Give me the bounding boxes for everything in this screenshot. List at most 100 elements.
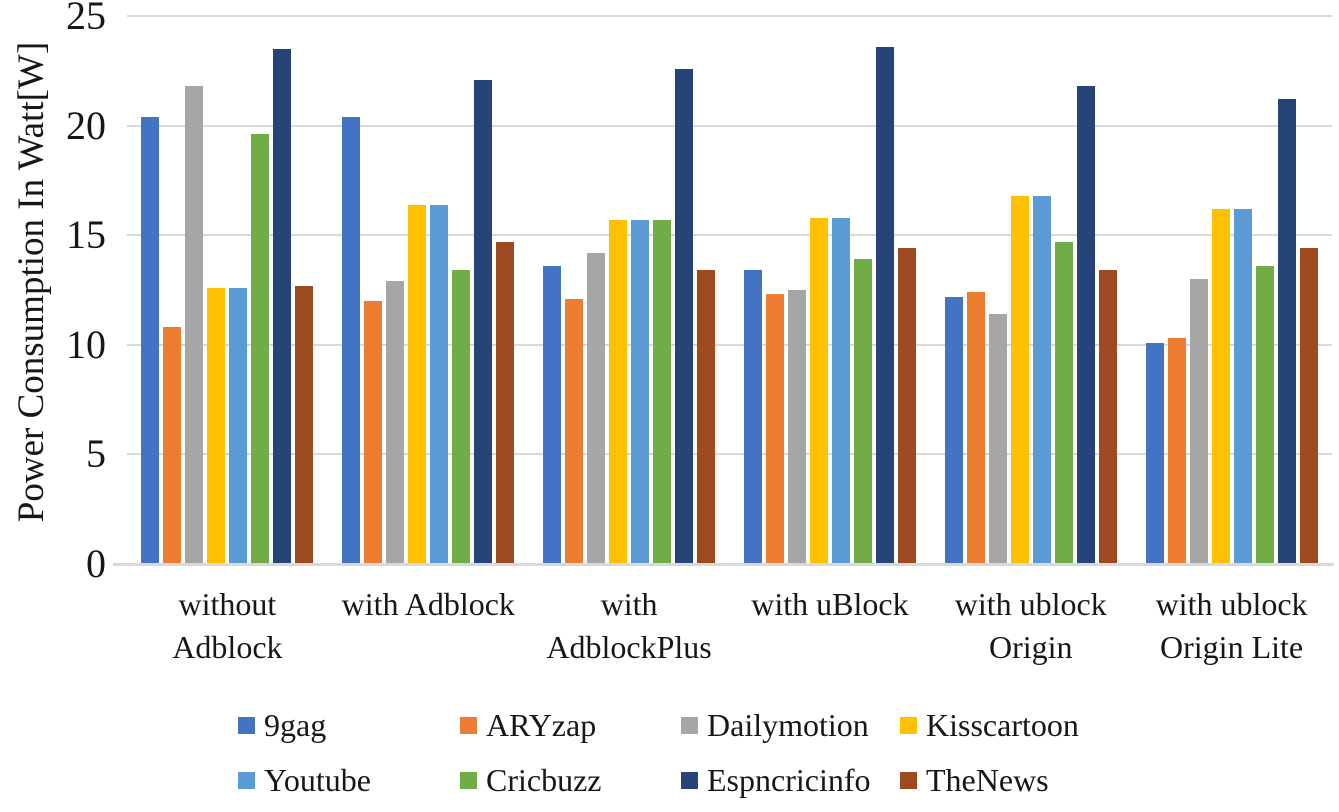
bar-kisscartoon-c4 <box>1010 195 1029 564</box>
bar-aryzap-c2 <box>565 298 584 564</box>
y-tick-label-5: 5 <box>86 431 106 477</box>
bar-youtube-c2 <box>631 219 650 564</box>
gridline-10 <box>127 343 1332 346</box>
bar-aryzap-c1 <box>364 300 383 564</box>
legend-item-dailymotion: Dailymotion <box>681 708 900 742</box>
legend-row-1: Youtube Cricbuzz Espncricinfo TheNews <box>238 763 1049 797</box>
bar-cluster-4 <box>944 16 1117 564</box>
legend-swatch-espncricinfo <box>681 771 698 789</box>
legend-item-9gag: 9gag <box>238 708 460 742</box>
bar-cluster-1 <box>342 16 515 564</box>
bar-youtube-c4 <box>1032 195 1051 564</box>
bar-espncricinfo-c4 <box>1076 86 1095 564</box>
y-tick-label-25: 25 <box>66 0 106 38</box>
bar-9gag-c5 <box>1145 342 1164 564</box>
bar-group-0 <box>127 16 328 564</box>
bar-youtube-c5 <box>1233 208 1252 564</box>
bar-kisscartoon-c5 <box>1211 208 1230 564</box>
bar-group-1 <box>328 16 529 564</box>
bar-9gag-c4 <box>944 296 963 564</box>
legend-label-cricbuzz: Cricbuzz <box>486 762 602 798</box>
bar-cricbuzz-c2 <box>653 219 672 564</box>
bar-thenews-c4 <box>1098 270 1117 564</box>
bar-aryzap-c5 <box>1167 338 1186 564</box>
bar-cluster-2 <box>543 16 716 564</box>
bar-9gag-c1 <box>342 116 361 564</box>
legend-item-kisscartoon: Kisscartoon <box>900 708 1079 742</box>
bar-cricbuzz-c4 <box>1054 241 1073 564</box>
legend-item-thenews: TheNews <box>900 763 1049 797</box>
legend-label-dailymotion: Dailymotion <box>707 707 869 743</box>
bar-espncricinfo-c2 <box>675 68 694 564</box>
y-tick-label-20: 20 <box>66 102 106 148</box>
bar-cluster-5 <box>1145 16 1318 564</box>
bar-espncricinfo-c0 <box>273 48 292 564</box>
legend-swatch-aryzap <box>460 716 477 734</box>
bar-kisscartoon-c1 <box>408 204 427 564</box>
bar-dailymotion-c0 <box>185 86 204 564</box>
legend-label-9gag: 9gag <box>264 707 327 743</box>
legend-label-espncricinfo: Espncricinfo <box>707 762 871 798</box>
x-category-label-0: without Adblock <box>172 586 283 665</box>
bar-dailymotion-c5 <box>1189 279 1208 564</box>
legend-item-aryzap: ARYzap <box>460 708 681 742</box>
bar-youtube-c3 <box>831 217 850 564</box>
bar-thenews-c5 <box>1299 248 1318 564</box>
bar-aryzap-c4 <box>966 292 985 564</box>
bar-groups <box>127 16 1332 564</box>
y-tick-label-0: 0 <box>86 541 106 586</box>
bar-thenews-c1 <box>496 241 515 564</box>
legend-swatch-dailymotion <box>681 716 698 734</box>
bar-group-2 <box>529 16 730 564</box>
x-axis-category-labels: without Adblock with Adblock with AdblockPlu… <box>127 583 1332 669</box>
bar-dailymotion-c2 <box>587 252 606 564</box>
bar-group-5 <box>1131 16 1332 564</box>
legend-swatch-cricbuzz <box>460 771 477 789</box>
bar-kisscartoon-c0 <box>207 287 226 564</box>
bar-group-3 <box>729 16 930 564</box>
bar-youtube-c0 <box>229 287 248 564</box>
bar-thenews-c3 <box>897 248 916 564</box>
bar-cricbuzz-c3 <box>853 259 872 564</box>
bar-youtube-c1 <box>430 204 449 564</box>
legend-swatch-youtube <box>238 771 255 789</box>
bar-cluster-0 <box>141 16 314 564</box>
y-tick-label-15: 15 <box>66 212 106 258</box>
bar-cricbuzz-c1 <box>452 270 471 564</box>
y-tick-label-10: 10 <box>66 321 106 367</box>
plot-area <box>113 15 1334 566</box>
x-category-label-2: with AdblockPlus <box>546 586 712 665</box>
gridline-25 <box>127 15 1332 17</box>
legend-swatch-kisscartoon <box>900 716 917 734</box>
legend-swatch-9gag <box>238 716 255 734</box>
x-category-label-4: with ublock Origin <box>954 586 1107 665</box>
legend-label-kisscartoon: Kisscartoon <box>926 707 1079 743</box>
x-category-label-3: with uBlock <box>751 586 909 622</box>
gridline-20 <box>127 124 1332 127</box>
bar-9gag-c3 <box>743 270 762 564</box>
bar-thenews-c0 <box>295 285 314 564</box>
bar-thenews-c2 <box>697 270 716 564</box>
legend-item-cricbuzz: Cricbuzz <box>460 763 681 797</box>
bar-espncricinfo-c3 <box>875 46 894 564</box>
bar-9gag-c2 <box>543 265 562 564</box>
legend-item-youtube: Youtube <box>238 763 460 797</box>
legend-label-youtube: Youtube <box>264 762 371 798</box>
gridline-5 <box>127 453 1332 456</box>
x-axis-line <box>113 563 1334 566</box>
bar-cricbuzz-c5 <box>1255 265 1274 564</box>
legend-row-0: 9gag ARYzap Dailymotion Kisscartoon <box>238 708 1079 742</box>
legend-item-espncricinfo: Espncricinfo <box>681 763 900 797</box>
bar-espncricinfo-c5 <box>1277 99 1296 564</box>
bar-espncricinfo-c1 <box>474 79 493 564</box>
legend-swatch-thenews <box>900 771 917 789</box>
x-category-label-1: with Adblock <box>341 586 515 622</box>
legend-label-aryzap: ARYzap <box>486 707 597 743</box>
gridline-15 <box>127 234 1332 237</box>
bar-9gag-c0 <box>141 116 160 564</box>
bar-aryzap-c0 <box>163 327 182 564</box>
x-category-label-5: with ublock Origin Lite <box>1155 586 1308 665</box>
bar-cricbuzz-c0 <box>251 134 270 564</box>
bar-dailymotion-c4 <box>988 314 1007 564</box>
